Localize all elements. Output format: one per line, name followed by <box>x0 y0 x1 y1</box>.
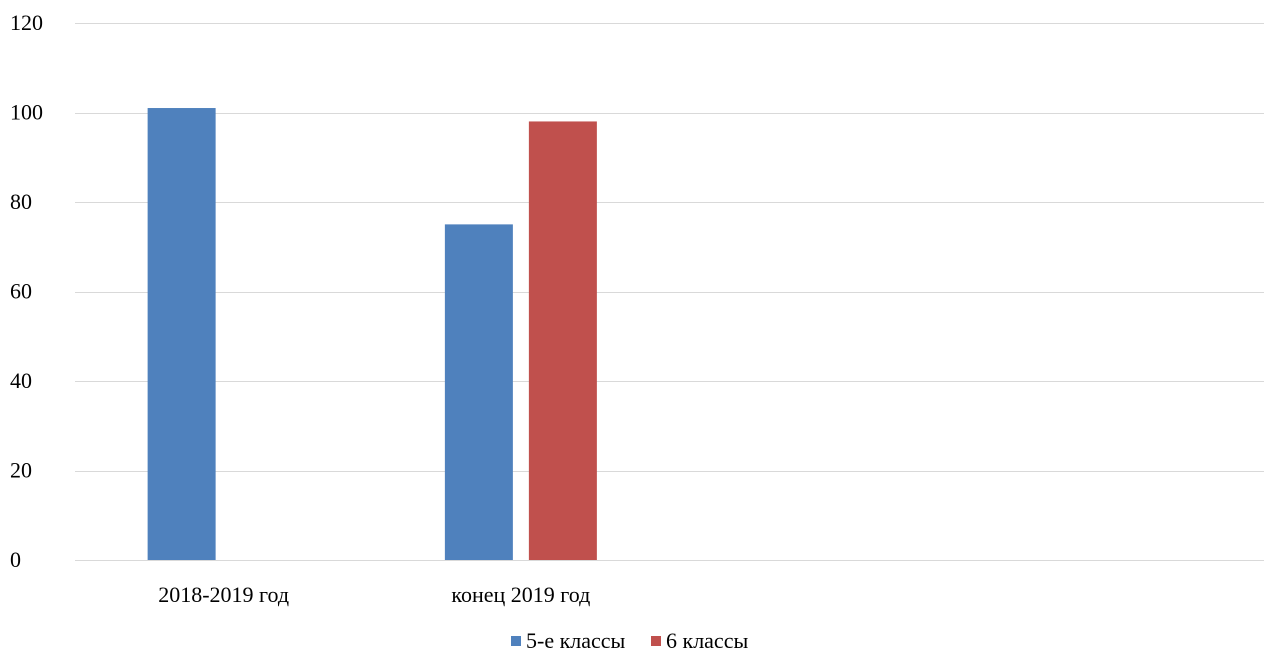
legend-label: 5-е классы <box>526 628 626 653</box>
legend: 5-е классы 6 классы <box>511 628 748 653</box>
bar-series-2 <box>528 121 597 560</box>
x-category-label: конец 2019 год <box>451 582 590 607</box>
legend-swatch <box>651 636 661 646</box>
x-category-label: 2018-2019 год <box>158 582 289 607</box>
y-tick-label: 120 <box>10 10 43 35</box>
y-tick-label: 20 <box>10 458 32 483</box>
y-tick-label: 40 <box>10 368 32 393</box>
y-tick-label: 80 <box>10 189 32 214</box>
y-tick-label: 100 <box>10 100 43 125</box>
y-tick-label: 0 <box>10 547 21 572</box>
y-axis-tick-labels: 0 20 40 60 80 100 120 <box>10 10 43 572</box>
bar-series-1 <box>147 108 216 561</box>
y-tick-label: 60 <box>10 279 32 304</box>
x-axis-category-labels: 2018-2019 год конец 2019 год <box>158 582 590 607</box>
legend-label: 6 классы <box>666 628 748 653</box>
bars <box>147 108 597 561</box>
legend-swatch <box>511 636 521 646</box>
gridlines <box>75 23 1264 561</box>
bar-series-1 <box>444 224 513 560</box>
